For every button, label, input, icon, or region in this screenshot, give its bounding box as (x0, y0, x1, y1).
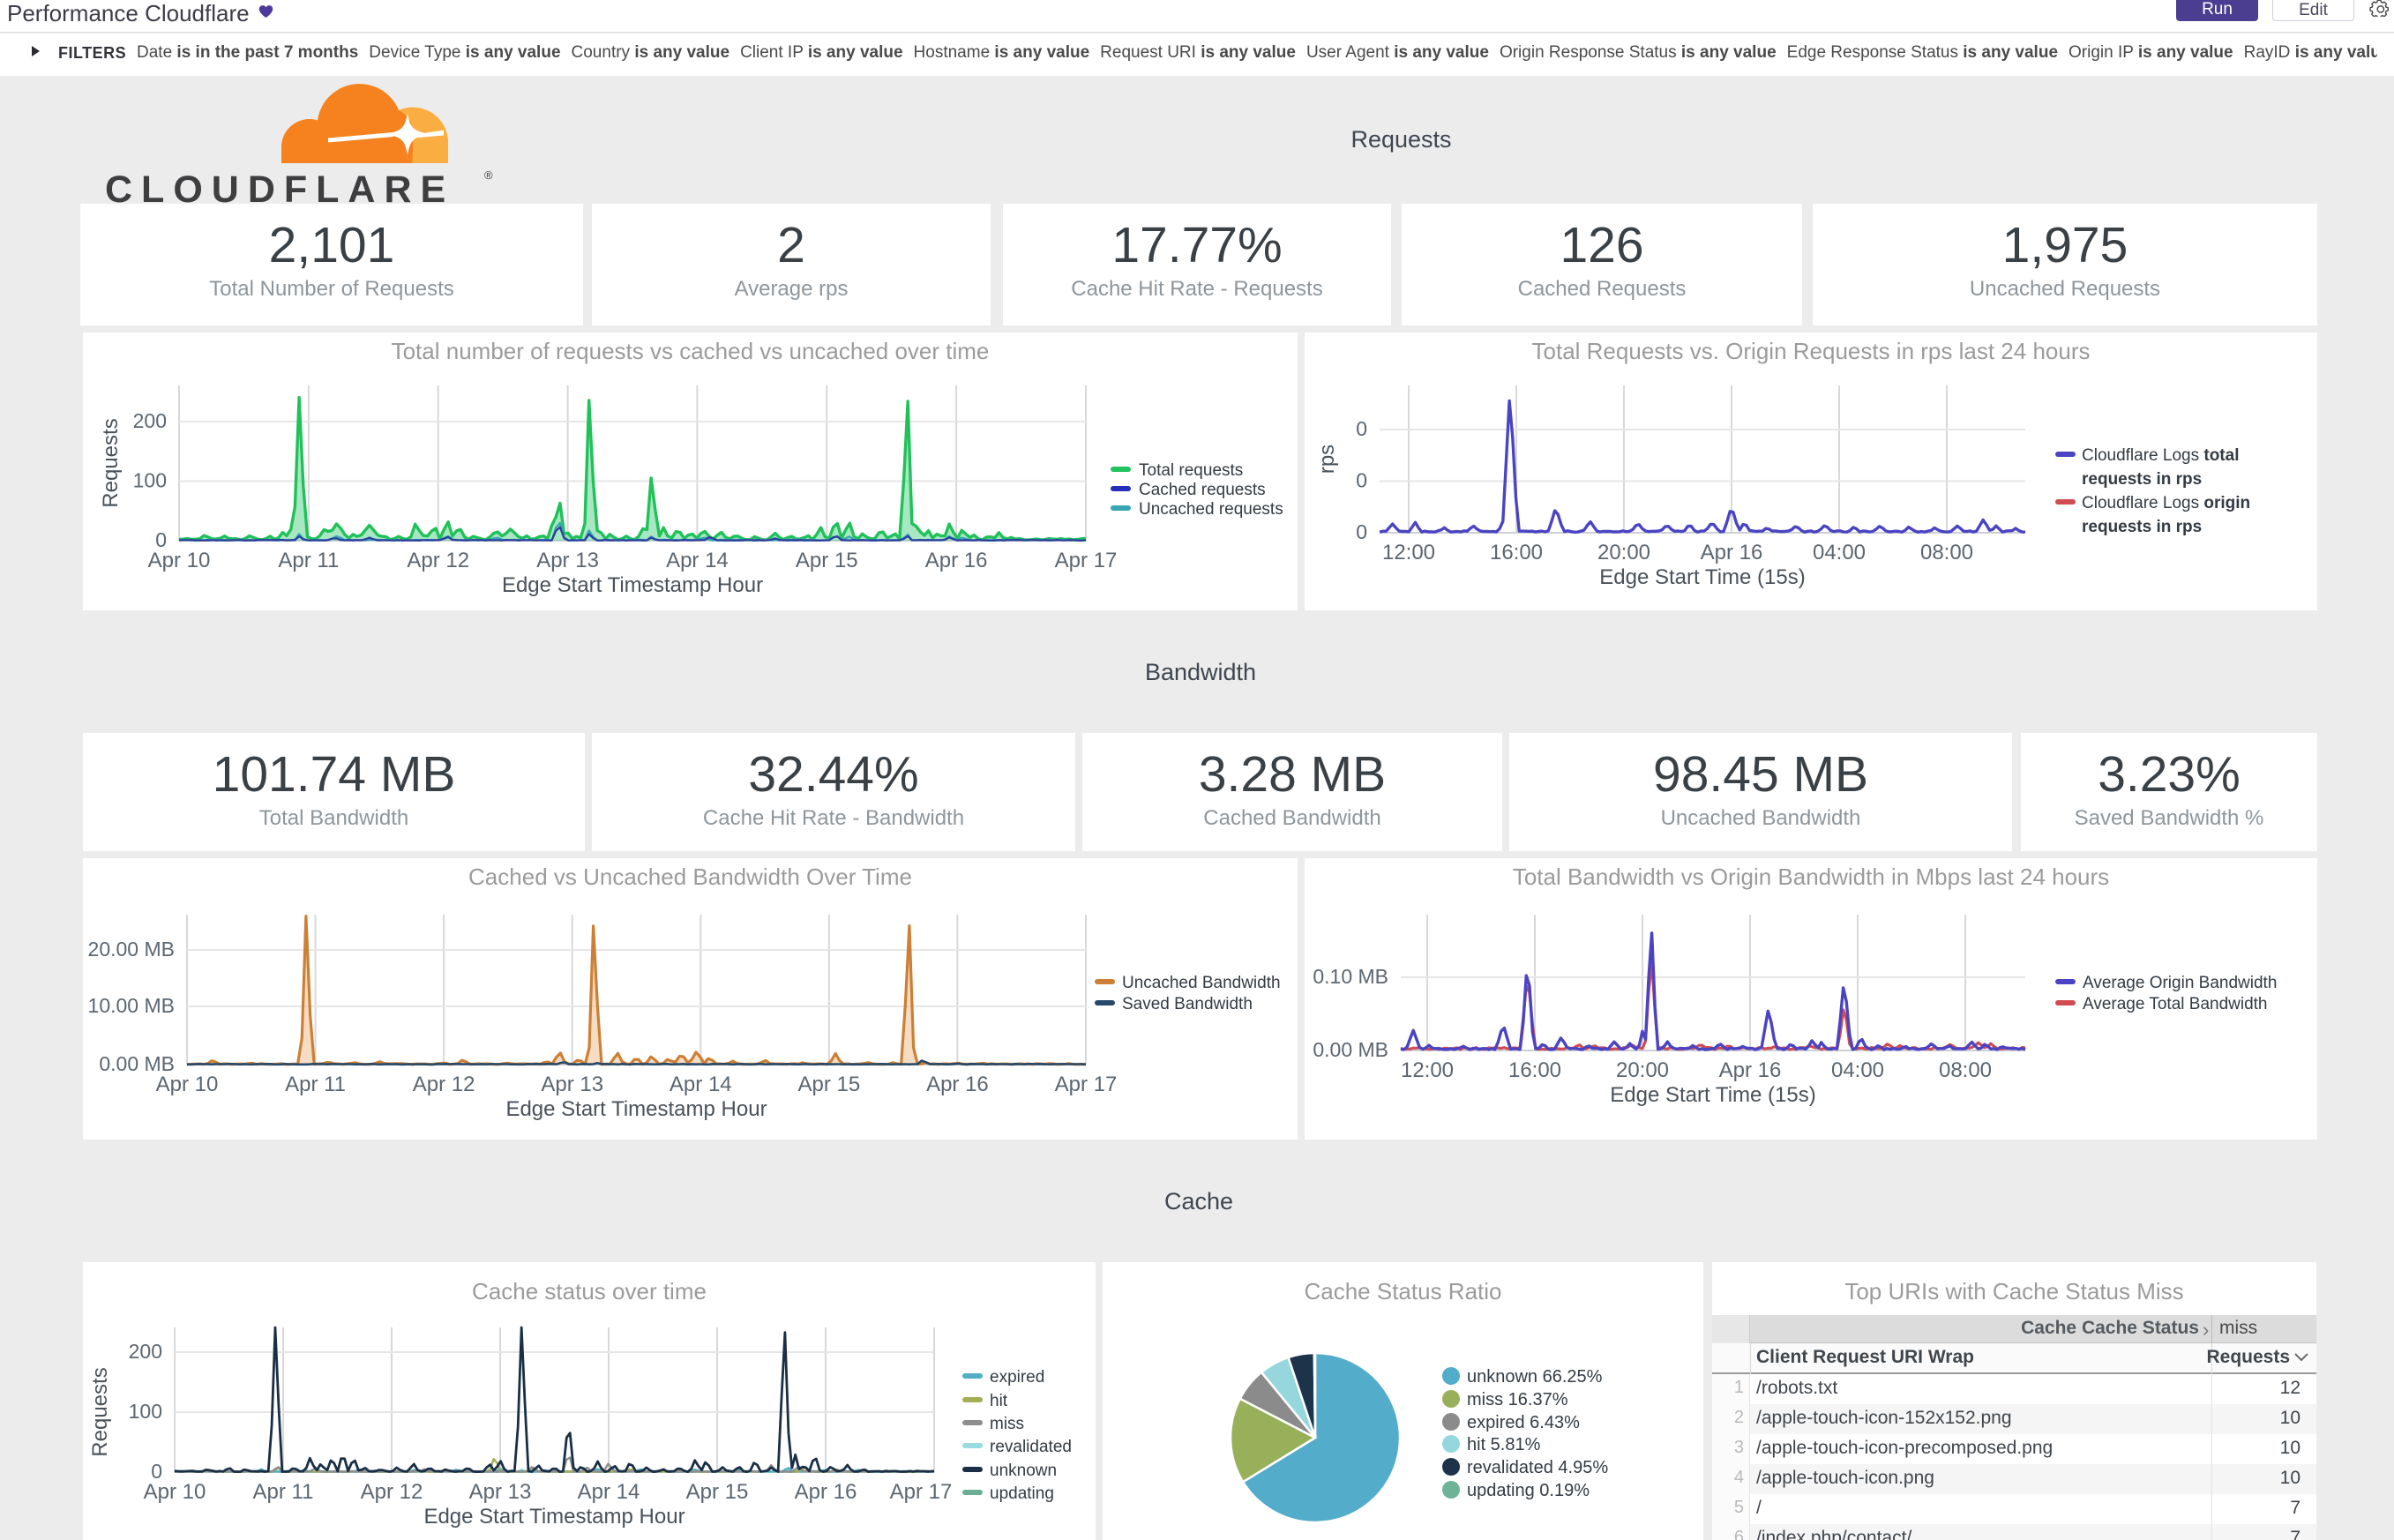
svg-text:Saved Bandwidth: Saved Bandwidth (1122, 995, 1253, 1013)
svg-text:miss 16.37%: miss 16.37% (1467, 1390, 1568, 1409)
svg-text:Apr 16: Apr 16 (1719, 1058, 1782, 1082)
svg-text:0: 0 (1356, 520, 1367, 543)
svg-text:Apr 13: Apr 13 (469, 1480, 532, 1504)
svg-text:12:00: 12:00 (1401, 1058, 1454, 1082)
svg-text:04:00: 04:00 (1813, 541, 1866, 564)
svg-text:20:00: 20:00 (1616, 1058, 1669, 1082)
svg-text:04:00: 04:00 (1831, 1058, 1884, 1082)
svg-text:requests in rps: requests in rps (2082, 518, 2202, 536)
svg-text:0: 0 (151, 1460, 162, 1483)
svg-text:200: 200 (129, 1340, 162, 1363)
svg-text:Edge Start Timestamp Hour: Edge Start Timestamp Hour (423, 1505, 685, 1529)
svg-text:Total Requests vs. Origin Requ: Total Requests vs. Origin Requests in rp… (1532, 338, 2091, 364)
svg-text:08:00: 08:00 (1939, 1058, 1992, 1082)
svg-text:0.10 MB: 0.10 MB (1313, 965, 1388, 988)
svg-text:Apr 11: Apr 11 (285, 1073, 346, 1096)
svg-text:0.00 MB: 0.00 MB (99, 1052, 175, 1075)
svg-text:hit: hit (990, 1392, 1008, 1410)
svg-text:Apr 12: Apr 12 (413, 1073, 475, 1096)
svg-text:Apr 16: Apr 16 (1701, 541, 1763, 564)
svg-text:Cloudflare Logs total: Cloudflare Logs total (2082, 446, 2239, 465)
svg-text:Cached requests: Cached requests (1139, 481, 1266, 499)
svg-text:rps: rps (1315, 445, 1339, 474)
svg-text:Cached vs Uncached Bandwidth O: Cached vs Uncached Bandwidth Over Time (468, 863, 912, 890)
svg-text:hit 5.81%: hit 5.81% (1467, 1435, 1541, 1454)
svg-text:Apr 10: Apr 10 (148, 549, 211, 572)
svg-text:Requests: Requests (88, 1367, 112, 1456)
svg-text:Apr 10: Apr 10 (156, 1073, 219, 1096)
svg-text:Apr 14: Apr 14 (578, 1480, 640, 1504)
svg-text:Total requests: Total requests (1139, 461, 1243, 480)
svg-text:Apr 16: Apr 16 (925, 549, 988, 572)
svg-text:08:00: 08:00 (1920, 541, 1973, 564)
svg-text:updating: updating (990, 1484, 1054, 1503)
svg-text:Total number of requests vs ca: Total number of requests vs cached vs un… (392, 338, 990, 364)
svg-text:requests in rps: requests in rps (2082, 470, 2202, 489)
svg-text:16:00: 16:00 (1508, 1058, 1561, 1082)
svg-text:Apr 16: Apr 16 (926, 1073, 989, 1096)
svg-text:unknown: unknown (990, 1462, 1057, 1480)
svg-text:Apr 17: Apr 17 (1055, 549, 1118, 572)
svg-text:200: 200 (133, 409, 167, 432)
svg-text:20.00 MB: 20.00 MB (88, 938, 175, 961)
svg-text:Total Bandwidth vs Origin Band: Total Bandwidth vs Origin Bandwidth in M… (1513, 863, 2109, 890)
svg-text:20:00: 20:00 (1597, 541, 1650, 564)
svg-text:Apr 14: Apr 14 (670, 1073, 732, 1096)
svg-text:100: 100 (133, 469, 167, 492)
svg-text:Edge Start Time (15s): Edge Start Time (15s) (1599, 565, 1805, 589)
svg-text:Apr 13: Apr 13 (541, 1073, 603, 1096)
svg-text:Apr 11: Apr 11 (253, 1480, 314, 1504)
svg-text:CLOUDFLARE: CLOUDFLARE (105, 168, 454, 207)
svg-text:Apr 12: Apr 12 (407, 549, 469, 572)
svg-text:100: 100 (129, 1400, 162, 1423)
svg-text:10.00 MB: 10.00 MB (88, 994, 175, 1017)
svg-text:Uncached Bandwidth: Uncached Bandwidth (1122, 974, 1281, 992)
svg-text:expired 6.43%: expired 6.43% (1467, 1413, 1580, 1432)
svg-text:Edge Start Timestamp Hour: Edge Start Timestamp Hour (502, 573, 763, 597)
svg-text:Average Total Bandwidth: Average Total Bandwidth (2083, 995, 2268, 1013)
svg-text:Edge Start Timestamp Hour: Edge Start Timestamp Hour (505, 1097, 767, 1121)
svg-text:16:00: 16:00 (1490, 541, 1543, 564)
svg-text:0: 0 (1356, 469, 1367, 492)
svg-text:Apr 15: Apr 15 (797, 1073, 860, 1096)
svg-text:0.00 MB: 0.00 MB (1313, 1038, 1388, 1061)
svg-text:revalidated: revalidated (990, 1438, 1072, 1456)
svg-text:Apr 13: Apr 13 (536, 549, 599, 572)
svg-text:®: ® (484, 168, 493, 182)
svg-text:Cache status over time: Cache status over time (472, 1278, 707, 1305)
svg-text:12:00: 12:00 (1382, 541, 1435, 564)
svg-text:Requests: Requests (99, 418, 123, 507)
svg-text:unknown 66.25%: unknown 66.25% (1467, 1367, 1603, 1387)
svg-text:Average Origin Bandwidth: Average Origin Bandwidth (2083, 974, 2277, 992)
svg-text:Edge Start Time (15s): Edge Start Time (15s) (1610, 1083, 1815, 1107)
svg-text:expired: expired (990, 1368, 1044, 1387)
svg-text:Apr 14: Apr 14 (666, 549, 729, 572)
svg-text:revalidated 4.95%: revalidated 4.95% (1467, 1458, 1608, 1477)
svg-text:updating 0.19%: updating 0.19% (1467, 1481, 1590, 1500)
svg-text:Apr 17: Apr 17 (1055, 1073, 1118, 1096)
svg-text:Apr 16: Apr 16 (795, 1480, 857, 1504)
svg-text:Apr 17: Apr 17 (890, 1480, 953, 1504)
svg-text:0: 0 (1356, 417, 1367, 440)
svg-text:Apr 10: Apr 10 (144, 1480, 206, 1504)
svg-text:0: 0 (155, 528, 167, 551)
svg-text:miss: miss (990, 1415, 1024, 1433)
svg-text:Cloudflare Logs origin: Cloudflare Logs origin (2082, 494, 2250, 512)
svg-text:Apr 12: Apr 12 (361, 1480, 423, 1504)
svg-text:Apr 15: Apr 15 (796, 549, 858, 572)
svg-text:Apr 11: Apr 11 (278, 549, 339, 572)
svg-text:Apr 15: Apr 15 (686, 1480, 749, 1504)
svg-text:Cache Status Ratio: Cache Status Ratio (1304, 1278, 1501, 1305)
svg-text:Uncached requests: Uncached requests (1139, 500, 1283, 519)
